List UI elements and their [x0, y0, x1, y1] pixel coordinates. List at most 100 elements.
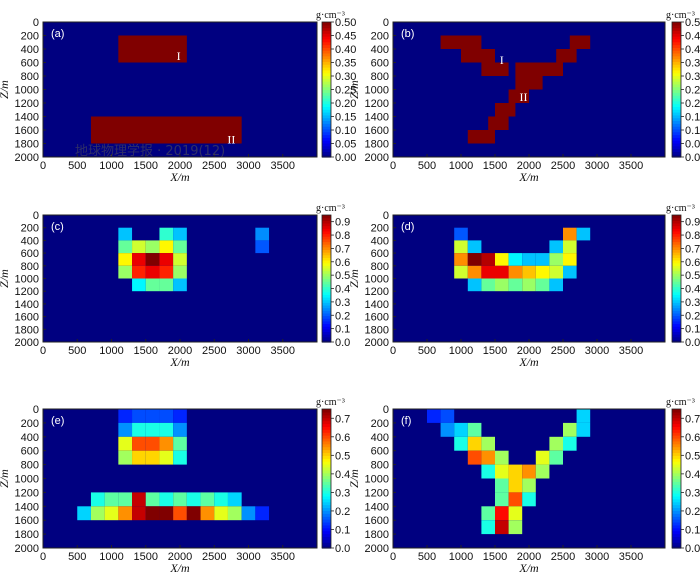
heatmap-cell: [549, 278, 563, 292]
colorbar-swatch: [672, 495, 681, 500]
colorbar-frame: [321, 214, 332, 343]
colorbar-swatch: [672, 294, 681, 298]
y-tick-label: 800: [21, 261, 39, 273]
colorbar-swatch: [672, 95, 681, 99]
colorbar-swatch: [322, 112, 331, 116]
y-tick-label: 1600: [365, 515, 389, 527]
colorbar-swatch: [672, 61, 681, 65]
colorbar-swatch: [672, 417, 681, 422]
colorbar-swatch: [322, 58, 331, 62]
colorbar-tick-label: 0.6: [685, 432, 700, 444]
colorbar-swatch: [672, 339, 681, 343]
colorbar-swatch: [672, 530, 681, 535]
y-tick-label: 400: [371, 432, 389, 444]
y-tick-label: 2000: [365, 152, 389, 164]
heatmap-cell: [118, 506, 133, 521]
x-axis-label: X/m: [169, 561, 190, 575]
colorbar-swatch: [672, 92, 681, 96]
heatmap-cell: [576, 227, 591, 241]
x-tick-label: 2000: [517, 345, 541, 357]
x-tick-label: 1000: [99, 345, 123, 357]
y-tick-label: 200: [371, 223, 389, 235]
colorbar-swatch: [672, 536, 681, 540]
colorbar-swatch: [672, 487, 681, 491]
colorbar-swatch: [672, 52, 681, 57]
colorbar-swatch: [672, 100, 681, 105]
colorbar-swatch: [672, 281, 681, 285]
colorbar-tick-label: 0.7: [335, 413, 350, 425]
heatmap-cell: [173, 278, 187, 292]
heatmap-cell: [467, 265, 482, 279]
colorbar-swatch: [322, 294, 331, 298]
heatmap-cell: [563, 422, 577, 437]
heatmap-cell: [495, 450, 509, 465]
colorbar-tick-label: 0.8: [335, 230, 350, 242]
y-tick-label: 2000: [365, 543, 389, 555]
heatmap-cell: [508, 464, 523, 479]
heatmap-cell: [535, 450, 550, 465]
colorbar-swatch: [322, 50, 331, 54]
heatmap-cell: [549, 253, 563, 266]
heatmap-cell: [454, 240, 468, 254]
colorbar: 0.000.05 0.100.15 0.200.25 0.300.35 0.400.45…: [666, 10, 700, 164]
x-tick-label: 2000: [168, 345, 192, 357]
colorbar-swatch: [322, 145, 331, 150]
colorbar-swatch: [672, 478, 681, 482]
y-tick-label: 200: [21, 223, 39, 235]
heatmap-cell: [563, 253, 577, 266]
y-tick-label: 600: [371, 248, 389, 260]
heatmap-cell: [467, 278, 482, 292]
colorbar-swatch: [672, 291, 681, 295]
colorbar-frame: [671, 408, 682, 549]
colorbar-swatch: [672, 134, 681, 138]
heatmap-cell: [535, 253, 550, 266]
colorbar-swatch: [672, 238, 681, 243]
body-label: II: [520, 90, 528, 104]
colorbar-swatch: [672, 233, 681, 237]
x-tick-label: 3000: [585, 345, 609, 357]
colorbar-swatch: [672, 527, 681, 532]
heatmap-cell: [118, 436, 133, 451]
colorbar-swatch: [322, 230, 331, 235]
colorbar: 0.000.05 0.100.15 0.200.25 0.300.35 0.400.45…: [316, 10, 356, 164]
x-axis-label: X/m: [518, 170, 539, 184]
colorbar-swatch: [322, 238, 331, 243]
colorbar-swatch: [672, 270, 681, 274]
colorbar-swatch: [322, 420, 331, 425]
heatmap-cell: [481, 506, 495, 521]
heatmap-cell: [481, 265, 495, 279]
colorbar-swatch: [672, 315, 681, 319]
colorbar-tick-label: 0.4: [335, 284, 350, 296]
y-tick-label: 1000: [15, 274, 39, 286]
colorbar-swatch: [322, 281, 331, 285]
colorbar-tick-label: 0.6: [685, 257, 700, 269]
heatmap-cell: [467, 253, 482, 266]
colorbar-swatch: [322, 259, 331, 264]
colorbar-swatch: [322, 490, 331, 494]
colorbar-swatch: [322, 323, 331, 327]
x-tick-label: 2000: [517, 551, 541, 563]
y-tick-label: 2000: [15, 543, 39, 555]
y-tick-label: 1800: [15, 529, 39, 541]
colorbar-tick-label: 0.50: [685, 17, 700, 29]
heatmap-cell: [145, 409, 160, 423]
colorbar-swatch: [322, 461, 331, 465]
colorbar-swatch: [672, 44, 681, 48]
heatmap-cell: [440, 422, 455, 437]
x-tick-label: 2000: [168, 160, 192, 172]
colorbar-swatch: [322, 72, 331, 77]
colorbar-swatch: [672, 521, 681, 526]
colorbar-swatch: [672, 55, 681, 60]
colorbar-swatch: [322, 435, 331, 439]
x-tick-label: 500: [68, 345, 86, 357]
heatmap-cell: [481, 450, 495, 465]
panel-label: (a): [51, 28, 64, 40]
colorbar-tick-label: 0.00: [685, 152, 700, 164]
colorbar-swatch: [672, 533, 681, 538]
y-tick-label: 200: [21, 418, 39, 430]
heatmap-cell: [467, 436, 482, 451]
y-tick-label: 1800: [365, 529, 389, 541]
colorbar-swatch: [322, 411, 331, 416]
colorbar-swatch: [322, 83, 331, 88]
